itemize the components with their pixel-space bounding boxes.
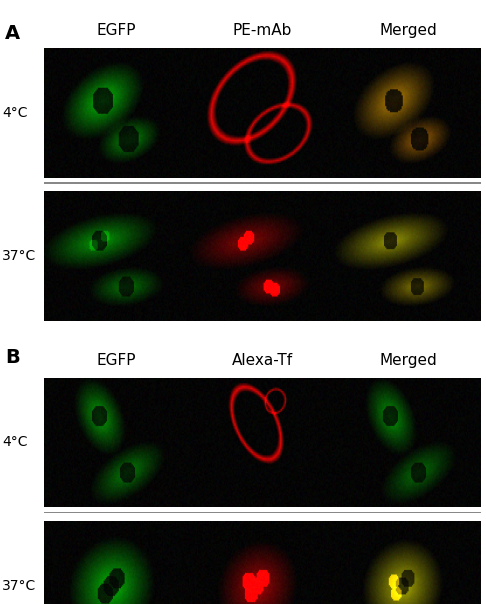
Text: 37°C: 37°C <box>2 249 36 263</box>
Text: PE-mAb: PE-mAb <box>233 23 292 38</box>
Text: Alexa-Tf: Alexa-Tf <box>232 353 293 368</box>
Text: 37°C: 37°C <box>2 579 36 593</box>
Text: B: B <box>5 348 19 367</box>
Text: 4°C: 4°C <box>2 435 27 449</box>
Text: Merged: Merged <box>380 353 437 368</box>
Text: 4°C: 4°C <box>2 106 27 120</box>
Text: Merged: Merged <box>380 23 437 38</box>
Text: EGFP: EGFP <box>97 353 137 368</box>
Text: EGFP: EGFP <box>97 23 137 38</box>
Text: A: A <box>5 24 20 43</box>
